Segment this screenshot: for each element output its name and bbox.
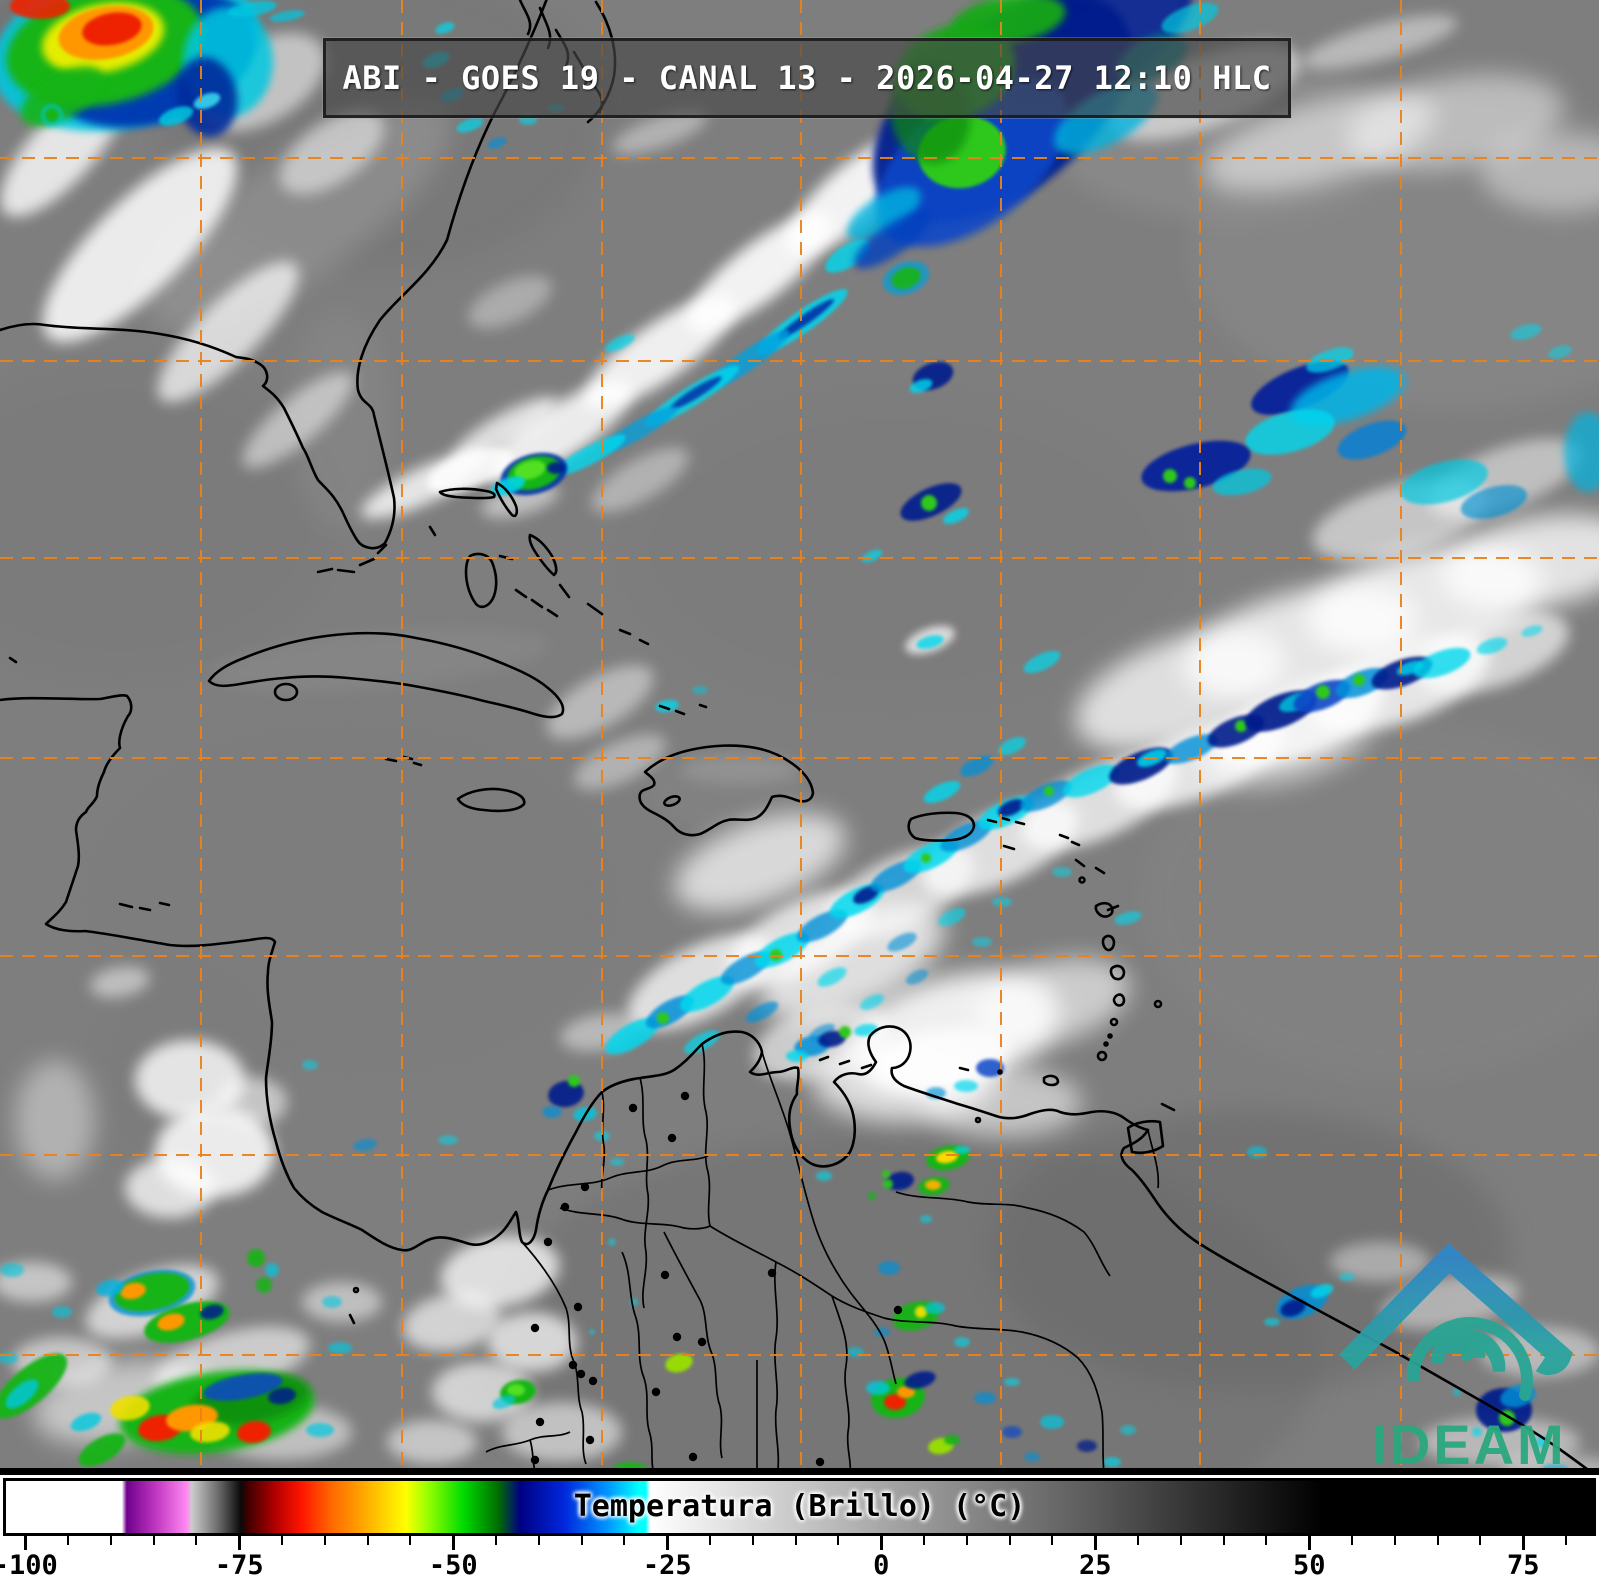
satellite-map: IDEAM [0,0,1599,1475]
colorbar-minor-tick [281,1536,284,1545]
colorbar: Temperatura (Brillo) (°C) -100-75-50-250… [0,1475,1599,1577]
island-gonave [663,795,681,807]
ideam-logo-mountain [1339,1242,1573,1375]
colorbar-tick-label: 75 [1506,1550,1540,1577]
colorbar-minor-tick [965,1536,968,1545]
ideam-logo-spiral [1406,1317,1533,1401]
colorbar-minor-tick [794,1536,797,1545]
colorbar-minor-tick [409,1536,412,1545]
island-hispaniola [638,744,815,837]
colorbar-minor-tick [67,1536,70,1545]
islands-south-caribbean [818,1055,1060,1124]
colorbar-tick-label: -50 [428,1550,478,1577]
colorbar-minor-tick [1222,1536,1225,1545]
colorbar-minor-tick [152,1536,155,1545]
title-text: ABI - GOES 19 - CANAL 13 - 2026-04-27 12… [342,59,1272,97]
colorbar-minor-tick [923,1536,926,1545]
colorbar-minor-tick [623,1536,626,1545]
colorbar-minor-tick [580,1536,583,1545]
colorbar-major-tick [1521,1536,1525,1550]
colorbar-minor-tick [709,1536,712,1545]
islands-bahamas [428,481,708,716]
islands-lesser-antilles [986,816,1176,1155]
colorbar-gradient [3,1478,1596,1536]
colorbar-major-tick [23,1536,27,1550]
colorbar-minor-tick [1051,1536,1054,1545]
colorbar-tick-label: -25 [642,1550,692,1577]
colorbar-major-tick [879,1536,883,1550]
colorbar-minor-tick [366,1536,369,1545]
colorbar-minor-tick [1351,1536,1354,1545]
colorbar-major-tick [237,1536,241,1550]
colorbar-minor-tick [1565,1536,1568,1545]
colorbar-minor-tick [1179,1536,1182,1545]
colorbar-tick-label: -100 [0,1550,58,1577]
colorbar-minor-tick [1265,1536,1268,1545]
colorbar-minor-tick [1393,1536,1396,1545]
colorbar-major-tick [1307,1536,1311,1550]
florida-keys [316,543,388,574]
colorbar-tick-label: 50 [1292,1550,1326,1577]
island-puerto-rico [907,811,976,842]
title-bar: ABI - GOES 19 - CANAL 13 - 2026-04-27 12… [323,38,1291,118]
colorbar-tick-label: 25 [1078,1550,1112,1577]
colorbar-major-tick [1093,1536,1097,1550]
islands-west-caribbean [8,656,423,1325]
colorbar-tick-label: -75 [214,1550,264,1577]
ideam-logo-text: IDEAM [1371,1413,1566,1475]
island-isla-juventud [273,682,299,702]
colorbar-minor-tick [1137,1536,1140,1545]
coastline-layer [0,0,1597,1475]
colorbar-minor-tick [495,1536,498,1545]
colorbar-minor-tick [323,1536,326,1545]
colorbar-minor-tick [537,1536,540,1545]
colorbar-minor-tick [837,1536,840,1545]
colorbar-minor-tick [1479,1536,1482,1545]
city-dots-layer [530,1091,903,1467]
colorbar-minor-tick [1008,1536,1011,1545]
colorbar-minor-tick [109,1536,112,1545]
coast-us-florida-gulf [0,0,548,550]
map-bottom-frame [0,1468,1599,1475]
colorbar-minor-tick [1436,1536,1439,1545]
ideam-logo: IDEAM [1339,1242,1573,1475]
island-cuba [207,631,565,719]
graticule-layer [0,0,1599,1468]
colorbar-major-tick [665,1536,669,1550]
island-jamaica [456,787,526,813]
colorbar-minor-tick [751,1536,754,1545]
colorbar-tick-label: 0 [873,1550,890,1577]
colorbar-minor-tick [195,1536,198,1545]
colorbar-major-tick [451,1536,455,1550]
